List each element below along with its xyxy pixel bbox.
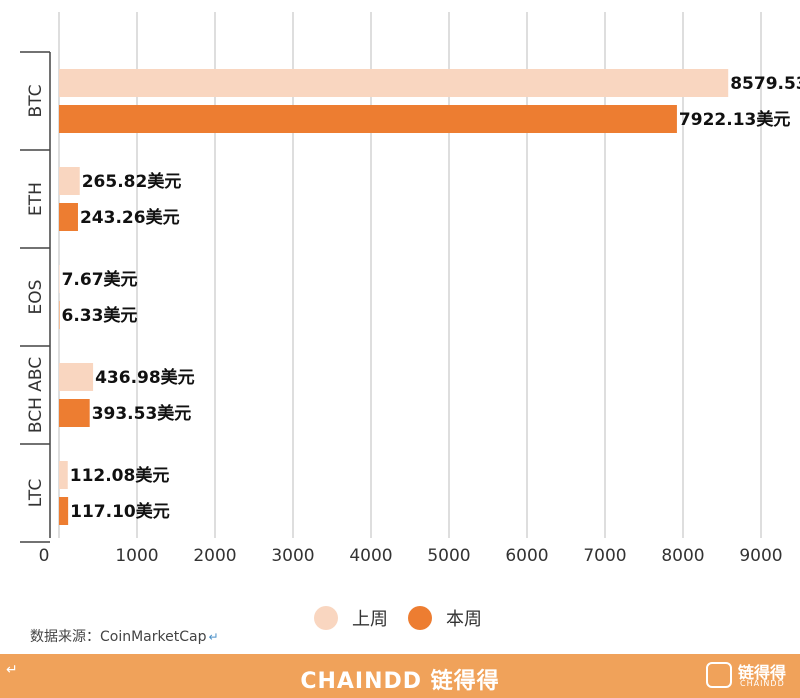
x-tick-label: 9000 — [739, 546, 782, 566]
x-tick-label: 3000 — [271, 546, 314, 566]
x-tick-label: 5000 — [427, 546, 470, 566]
data-source: 数据来源：CoinMarketCap ↵ — [30, 626, 219, 646]
data-label: 7.67美元 — [62, 269, 138, 290]
logo-english: CHAINDD — [740, 679, 785, 688]
bar-chart: BTC ETH EOS BCH ABC LTC 8579.53美元 7922.13美元 265… — [20, 12, 800, 566]
x-tick-label: 1000 — [115, 546, 158, 566]
data-label: 7922.13美元 — [679, 109, 790, 130]
footer-brand: CHAINDD 链得得 — [300, 669, 500, 694]
data-label: 265.82美元 — [82, 171, 182, 192]
legend-swatch-last-week — [314, 606, 338, 630]
data-label: 6.33美元 — [61, 305, 137, 326]
footer-logo: 链得得 CHAINDD — [706, 658, 792, 692]
data-label: 393.53美元 — [92, 403, 192, 424]
x-tick-label: 2000 — [193, 546, 236, 566]
data-label: 112.08美元 — [70, 465, 170, 486]
x-tick-label: 8000 — [661, 546, 704, 566]
bar — [59, 167, 80, 195]
legend-item-last-week[interactable]: 上周 — [314, 600, 388, 636]
x-tick-label: 4000 — [349, 546, 392, 566]
bar — [59, 105, 677, 133]
data-label: 436.98美元 — [95, 367, 195, 388]
data-label: 243.26美元 — [80, 207, 180, 228]
legend-label-last-week: 上周 — [352, 609, 388, 630]
bar — [59, 265, 60, 293]
logo-chinese: 链得得 — [738, 663, 787, 682]
bar — [59, 203, 78, 231]
category-label: ETH — [26, 182, 46, 216]
legend-swatch-this-week — [408, 606, 432, 630]
bar — [59, 363, 94, 391]
bar — [59, 69, 729, 97]
x-tick-label: 7000 — [583, 546, 626, 566]
category-label: EOS — [26, 280, 46, 315]
x-tick-label: 0 — [39, 546, 50, 566]
data-label: 8579.53美元 — [730, 73, 800, 94]
x-tick-label: 6000 — [505, 546, 548, 566]
legend: 上周 本周 — [0, 600, 800, 636]
data-source-text: 数据来源：CoinMarketCap — [30, 629, 207, 645]
return-mark-icon: ↵ — [6, 662, 18, 678]
data-label: 117.10美元 — [70, 501, 170, 522]
legend-label-this-week: 本周 — [446, 609, 482, 630]
bar — [59, 461, 68, 489]
category-label: LTC — [26, 479, 46, 507]
chaindd-logo-icon — [706, 662, 732, 688]
return-mark-icon: ↵ — [208, 630, 219, 644]
bar — [59, 497, 69, 525]
legend-item-this-week[interactable]: 本周 — [408, 600, 482, 636]
category-label: BTC — [26, 85, 46, 118]
category-label: BCH ABC — [26, 357, 46, 433]
bar — [59, 399, 90, 427]
footer-banner: ↵ CHAINDD 链得得 链得得 CHAINDD — [0, 654, 800, 698]
